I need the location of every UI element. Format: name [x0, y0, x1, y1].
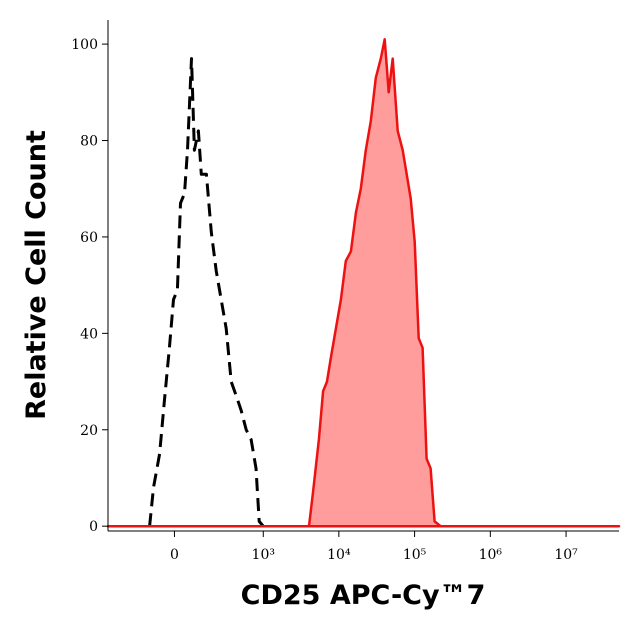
x-tick-label: 0: [170, 547, 179, 563]
y-tick-label: 80: [80, 134, 98, 150]
x-tick-label: 10⁶: [479, 547, 503, 563]
x-tick-label: 10⁷: [554, 547, 578, 563]
y-tick-label: 40: [80, 326, 98, 342]
histogram-line: [148, 57, 265, 528]
y-tick-label: 0: [89, 519, 98, 535]
x-tick-label: 10³: [252, 547, 275, 563]
y-axis-title: Relative Cell Count: [21, 130, 52, 420]
y-tick-label: 20: [80, 423, 98, 439]
x-axis-title: CD25 APC-Cy™7: [241, 580, 486, 611]
x-tick-label: 10⁴: [327, 547, 351, 563]
histogram-area: [106, 38, 621, 528]
y-tick-label: 100: [71, 37, 98, 53]
x-tick-label: 10⁵: [403, 547, 427, 563]
y-tick-label: 60: [80, 230, 98, 246]
